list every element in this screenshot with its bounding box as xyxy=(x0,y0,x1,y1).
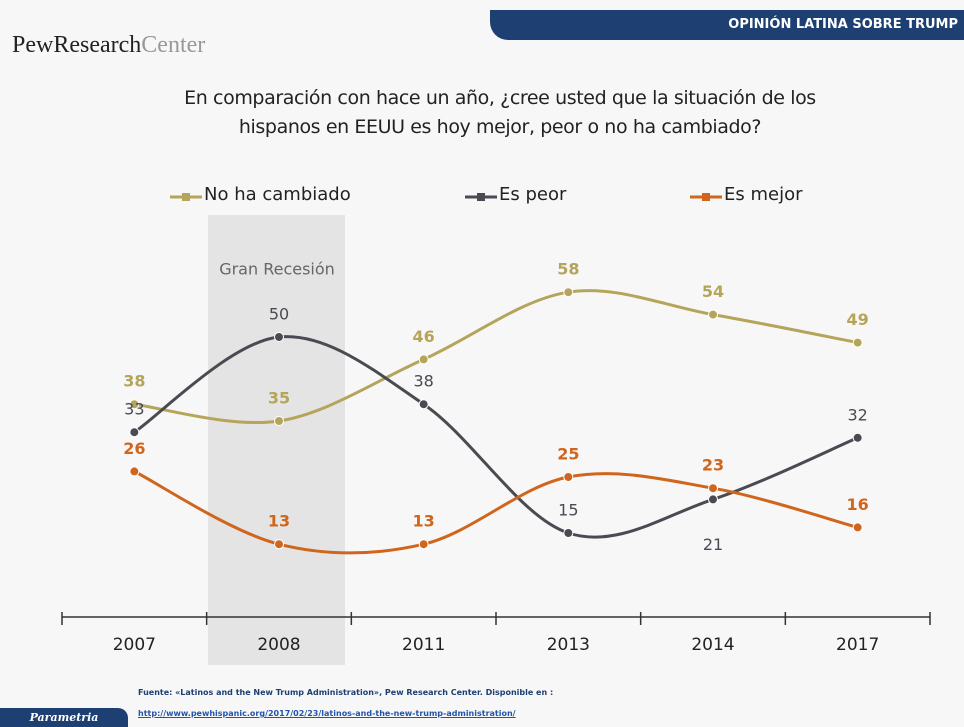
brand: Parametria xyxy=(0,708,128,727)
source-url[interactable]: http://www.pewhispanic.org/2017/02/23/la… xyxy=(138,709,516,718)
data-label: 13 xyxy=(268,512,290,531)
data-label: 35 xyxy=(268,389,290,408)
data-label: 46 xyxy=(413,327,435,346)
legend-label: Es peor xyxy=(499,184,567,205)
source: Fuente: «Latinos and the New Trump Admin… xyxy=(138,688,554,697)
point xyxy=(708,483,718,494)
header-tag: OPINIÓN LATINA SOBRE TRUMP xyxy=(728,17,958,32)
point xyxy=(563,472,574,482)
logo-bold: PewResearch xyxy=(12,32,142,58)
legend-marker xyxy=(702,193,710,201)
logo: PewResearchCenter xyxy=(12,32,205,59)
point xyxy=(852,337,863,348)
chart-title: En comparación con hace un año, ¿cree us… xyxy=(184,87,816,138)
point xyxy=(852,432,863,443)
data-label: 50 xyxy=(269,305,289,324)
point xyxy=(563,287,574,298)
legend-marker xyxy=(477,193,485,201)
x-tick-label: 2007 xyxy=(113,635,156,655)
data-label: 23 xyxy=(702,456,724,475)
point xyxy=(708,494,718,505)
point xyxy=(418,354,429,365)
point xyxy=(129,427,140,438)
x-tick-label: 2011 xyxy=(402,635,445,655)
point xyxy=(563,528,574,538)
series-line xyxy=(134,289,858,425)
data-label: 15 xyxy=(558,501,578,520)
series-line xyxy=(133,335,859,539)
legend-marker xyxy=(182,193,190,201)
annotation: Gran Recesión xyxy=(219,260,335,279)
point xyxy=(418,399,429,410)
logo-light: Center xyxy=(141,32,206,58)
legend-label: Es mejor xyxy=(724,184,803,205)
recession-shade xyxy=(208,215,345,665)
data-label: 21 xyxy=(703,535,723,554)
data-label: 38 xyxy=(123,372,145,391)
x-tick-label: 2013 xyxy=(547,635,590,655)
point xyxy=(129,399,140,410)
point xyxy=(274,416,284,426)
data-label: 13 xyxy=(413,512,435,531)
legend-label: No ha cambiado xyxy=(204,184,351,205)
series-line xyxy=(133,470,859,555)
point xyxy=(274,332,284,342)
x-tick-label: 2008 xyxy=(257,635,300,655)
x-tick-label: 2017 xyxy=(836,635,879,655)
point xyxy=(418,539,429,550)
point xyxy=(852,522,863,533)
data-label: 25 xyxy=(557,445,579,464)
x-tick-label: 2014 xyxy=(691,635,734,655)
data-label: 49 xyxy=(847,310,869,329)
data-label: 26 xyxy=(123,439,145,458)
data-label: 33 xyxy=(124,400,144,419)
data-label: 54 xyxy=(702,282,724,301)
data-label: 58 xyxy=(557,260,579,279)
data-label: 38 xyxy=(413,372,433,391)
point xyxy=(274,539,284,550)
data-label: 16 xyxy=(847,495,869,514)
data-label: 32 xyxy=(847,405,867,424)
point xyxy=(129,466,140,477)
point xyxy=(708,309,718,320)
header-bar: OPINIÓN LATINA SOBRE TRUMP xyxy=(490,10,964,40)
